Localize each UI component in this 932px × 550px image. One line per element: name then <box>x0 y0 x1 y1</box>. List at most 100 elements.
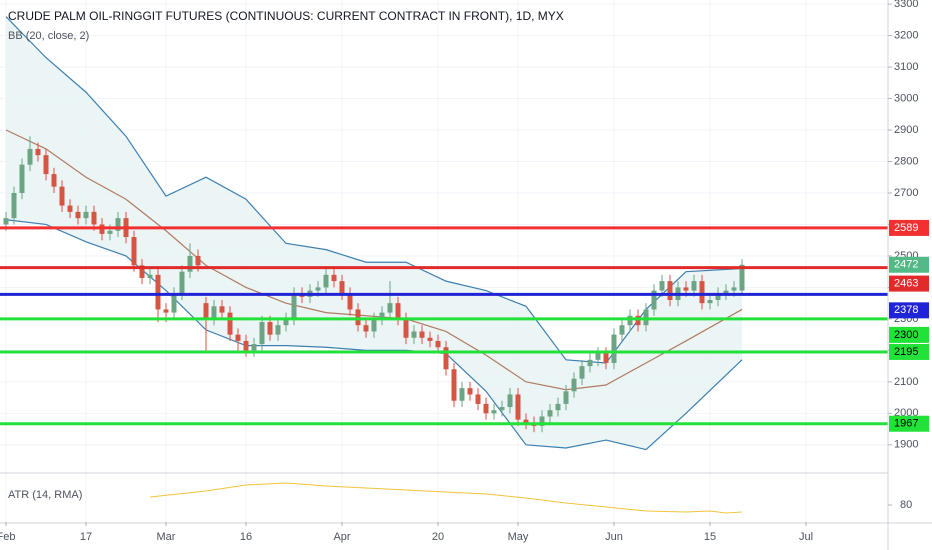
band-middle <box>5 129 743 391</box>
level-badge <box>889 275 929 292</box>
candle-body <box>347 293 353 310</box>
x-tick-label: May <box>508 531 529 543</box>
last-price-label: 2472 <box>894 259 918 271</box>
candle-body <box>731 287 737 291</box>
candle-body <box>691 281 697 291</box>
candle-body <box>587 359 593 367</box>
plot <box>0 16 888 514</box>
candle-body <box>539 416 545 426</box>
level-label: 2589 <box>894 222 918 234</box>
candle-body <box>131 237 137 266</box>
candle-body <box>515 394 521 420</box>
candle-body <box>35 148 41 156</box>
level-badge <box>889 302 929 319</box>
y-tick-label: 3300 <box>894 0 918 10</box>
candle-body <box>227 312 233 335</box>
candle-body <box>723 290 729 294</box>
candle-body <box>27 148 33 165</box>
y-tick-label: 2100 <box>894 376 918 388</box>
candle-body <box>603 353 609 363</box>
candle-body <box>323 274 329 288</box>
candle-body <box>683 287 689 291</box>
level-badge <box>889 415 929 432</box>
level-label: 2300 <box>894 329 918 341</box>
candle-body <box>435 340 441 348</box>
x-tick-label: 17 <box>80 531 92 543</box>
candle-body <box>187 255 193 272</box>
y-tick-label: 2800 <box>894 155 918 167</box>
y-tick-label: 1900 <box>894 439 918 451</box>
x-tick-label: 15 <box>704 531 716 543</box>
y-tick-label: 3000 <box>894 92 918 104</box>
candle-body <box>563 391 569 404</box>
candle-body <box>235 334 241 341</box>
y-tick-label: 3200 <box>894 29 918 41</box>
level-label: 2378 <box>894 304 918 316</box>
candle-body <box>499 407 505 411</box>
level-label: 2195 <box>894 346 918 358</box>
candle-body <box>627 315 633 326</box>
candle-body <box>667 281 673 301</box>
candle-body <box>451 369 457 401</box>
candle-body <box>387 303 393 313</box>
band-lower <box>5 219 743 451</box>
level-badge <box>889 326 929 343</box>
candle-body <box>715 293 721 301</box>
y-tick-label: 3100 <box>894 61 918 73</box>
candle-body <box>275 325 281 335</box>
x-tick-label: Mar <box>157 531 176 543</box>
candle-body <box>267 322 273 335</box>
candle-body <box>163 309 169 313</box>
candle-body <box>707 300 713 304</box>
candle-body <box>171 293 177 313</box>
candle-body <box>283 318 289 326</box>
candle-body <box>579 366 585 379</box>
candle-body <box>699 281 705 304</box>
candle-body <box>403 318 409 338</box>
candle-body <box>427 337 433 341</box>
candle-body <box>555 403 561 411</box>
candle-body <box>523 419 529 423</box>
candle-body <box>459 388 465 401</box>
candle-body <box>115 218 121 231</box>
candle-body <box>371 318 377 332</box>
candle-body <box>619 325 625 335</box>
candle-body <box>595 353 601 360</box>
candle-body <box>483 403 489 414</box>
last-price-badge <box>889 256 929 273</box>
y-tick-label: 2900 <box>894 124 918 136</box>
candle-body <box>363 325 369 332</box>
indicator-label: BB (20, close, 2) <box>8 30 89 42</box>
band-fill <box>6 16 742 450</box>
candle-body <box>179 271 185 294</box>
y-tick-label: 2700 <box>894 187 918 199</box>
candle-body <box>739 264 745 291</box>
candle-body <box>147 274 153 278</box>
candle-body <box>243 340 249 351</box>
candle-body <box>75 211 81 219</box>
candle-body <box>571 378 577 392</box>
level-label: 2463 <box>894 277 918 289</box>
x-tick-label: Apr <box>333 531 350 543</box>
candle-body <box>11 192 17 219</box>
atr-label: ATR (14, RMA) <box>8 489 82 501</box>
level-label: 1967 <box>894 418 918 430</box>
candle-body <box>51 174 57 187</box>
candle-body <box>419 331 425 338</box>
candle-body <box>83 211 89 219</box>
candle-body <box>643 309 649 326</box>
candle-body <box>155 274 161 310</box>
candle-body <box>467 388 473 395</box>
level-badge <box>889 219 929 236</box>
x-tick-label: Jul <box>799 531 813 543</box>
candle-body <box>19 164 25 193</box>
candle-body <box>67 205 73 212</box>
x-tick-label: Feb <box>0 531 15 543</box>
candle-body <box>547 410 553 417</box>
candle-body <box>315 287 321 291</box>
candle-body <box>259 322 265 345</box>
candle-body <box>491 410 497 414</box>
candle-body <box>59 186 65 206</box>
candle-body <box>651 290 657 310</box>
candle-body <box>475 394 481 404</box>
